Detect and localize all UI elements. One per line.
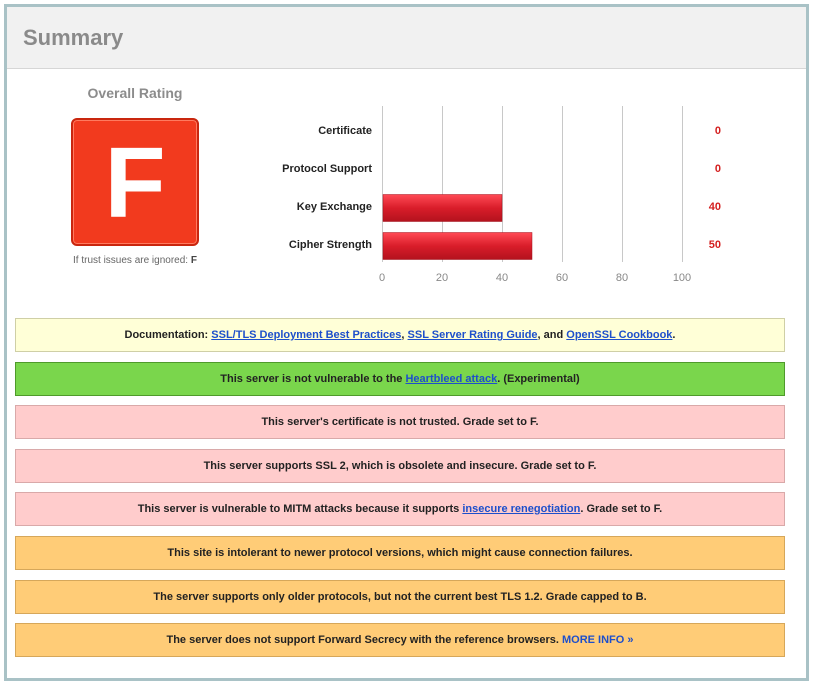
grade-badge: F bbox=[71, 118, 199, 246]
x-tick-label: 80 bbox=[615, 272, 629, 284]
notice-green: This server is not vulnerable to the Hea… bbox=[15, 362, 785, 396]
notice-orange: The server supports only older protocols… bbox=[15, 580, 785, 614]
notice-text: This server is not vulnerable to the Hea… bbox=[220, 373, 580, 385]
notice-text: Documentation: SSL/TLS Deployment Best P… bbox=[124, 329, 676, 341]
notice-text: This server supports SSL 2, which is obs… bbox=[203, 460, 597, 472]
x-tick-label: 20 bbox=[435, 272, 449, 284]
x-tick-label: 60 bbox=[555, 272, 569, 284]
grade-letter: F bbox=[104, 127, 166, 239]
trust-note-grade: F bbox=[190, 255, 197, 266]
notice-text: This site is intolerant to newer protoco… bbox=[167, 547, 633, 559]
x-tick-label: 100 bbox=[672, 272, 692, 284]
notice-link[interactable]: insecure renegotiation bbox=[462, 503, 581, 515]
bar-key-exchange bbox=[382, 194, 503, 222]
overall-rating-title: Overall Rating bbox=[87, 85, 183, 101]
bar-value: 50 bbox=[708, 239, 721, 251]
page-title: Summary bbox=[23, 25, 124, 50]
trust-note: If trust issues are ignored: F bbox=[30, 255, 240, 266]
notice-text: The server supports only older protocols… bbox=[153, 591, 647, 603]
notice-red: This server supports SSL 2, which is obs… bbox=[15, 449, 785, 483]
x-tick-label: 40 bbox=[495, 272, 509, 284]
notice-red: This server's certificate is not trusted… bbox=[15, 405, 785, 439]
bar-label: Key Exchange bbox=[296, 201, 372, 213]
chart-canvas bbox=[382, 106, 683, 262]
notice-red: This server is vulnerable to MITM attack… bbox=[15, 492, 785, 526]
notice-text: This server's certificate is not trusted… bbox=[261, 416, 539, 428]
notice-link[interactable]: SSL Server Rating Guide bbox=[407, 329, 538, 341]
notice-text: The server does not support Forward Secr… bbox=[166, 634, 634, 646]
bar-label: Certificate bbox=[318, 125, 372, 137]
notice-orange: This site is intolerant to newer protoco… bbox=[15, 536, 785, 570]
notice-text: This server is vulnerable to MITM attack… bbox=[137, 503, 663, 515]
bar-value: 0 bbox=[714, 125, 721, 137]
bar-value: 40 bbox=[708, 201, 721, 213]
summary-header: Summary bbox=[7, 7, 806, 69]
bar-label: Protocol Support bbox=[282, 163, 372, 175]
x-tick-label: 0 bbox=[378, 272, 386, 284]
notice-link[interactable]: Heartbleed attack bbox=[405, 373, 498, 385]
notice-orange: The server does not support Forward Secr… bbox=[15, 623, 785, 657]
notice-link[interactable]: MORE INFO » bbox=[562, 634, 634, 646]
notice-link[interactable]: SSL/TLS Deployment Best Practices bbox=[211, 329, 402, 341]
notice-link[interactable]: OpenSSL Cookbook bbox=[566, 329, 673, 341]
trust-note-text: If trust issues are ignored: bbox=[73, 255, 189, 266]
bar-value: 0 bbox=[714, 163, 721, 175]
notice-doc: Documentation: SSL/TLS Deployment Best P… bbox=[15, 318, 785, 352]
bar-label: Cipher Strength bbox=[288, 239, 372, 251]
bar-cipher-strength bbox=[382, 232, 533, 260]
